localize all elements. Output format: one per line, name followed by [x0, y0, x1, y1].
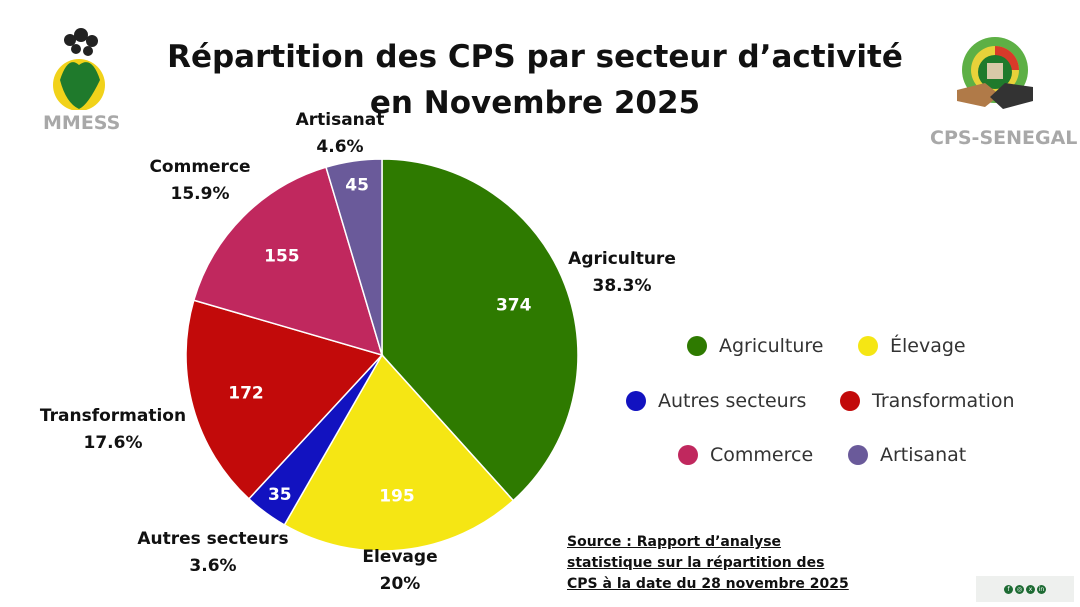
legend-dot: [626, 391, 646, 411]
legend-commerce: Commerce: [678, 444, 813, 466]
legend-dot: [858, 336, 878, 356]
legend-artisanat: Artisanat: [848, 444, 966, 466]
outer-label-agriculture: Agriculture 38.3%: [568, 249, 676, 296]
outer-label-artisanat: Artisanat 4.6%: [295, 110, 385, 157]
value-label: 172: [228, 384, 264, 404]
outer-label-autres-secteurs: Autres secteurs 3.6%: [137, 529, 289, 576]
linkedin-icon[interactable]: in: [1037, 584, 1046, 594]
pie-slice-artisanat: [325, 158, 383, 356]
legend-agriculture: Agriculture: [687, 335, 824, 357]
legend-elevage: Élevage: [858, 335, 966, 357]
legend-dot: [678, 445, 698, 465]
cps-senegal-logo: [955, 35, 1035, 115]
legend-dot: [848, 445, 868, 465]
outer-label-elevage: Elevage 20%: [362, 547, 438, 594]
value-label: 374: [496, 295, 532, 315]
legend-transformation: Transformation: [840, 390, 1015, 412]
outer-label-commerce: Commerce 15.9%: [149, 157, 251, 204]
x-icon[interactable]: x: [1026, 584, 1035, 594]
value-label: 35: [268, 485, 292, 505]
value-label: 195: [379, 486, 415, 506]
instagram-icon[interactable]: ◎: [1015, 584, 1024, 594]
value-label: 45: [345, 175, 369, 195]
legend-dot: [687, 336, 707, 356]
pie-slice-transformation: [185, 299, 384, 500]
facebook-icon[interactable]: f: [1004, 584, 1013, 594]
pie-slice-commerce: [192, 166, 384, 357]
legend-dot: [840, 391, 860, 411]
page-title: Répartition des CPS par secteur d’activi…: [167, 39, 903, 121]
value-label: 155: [264, 247, 300, 267]
cps-senegal-logo-text: CPS-SENEGAL: [930, 127, 1078, 149]
outer-label-transformation: Transformation 17.6%: [39, 406, 187, 453]
mmess-logo: [48, 25, 110, 111]
pie-slice-agriculture: [381, 158, 579, 502]
source-note: Source : Rapport d’analyse statistique s…: [567, 534, 849, 592]
pie-slice-élevage: [283, 353, 515, 552]
legend-autres-secteurs: Autres secteurs: [626, 390, 806, 412]
social-links: f ◎ x in: [976, 576, 1074, 602]
mmess-logo-text: MMESS: [43, 112, 121, 134]
